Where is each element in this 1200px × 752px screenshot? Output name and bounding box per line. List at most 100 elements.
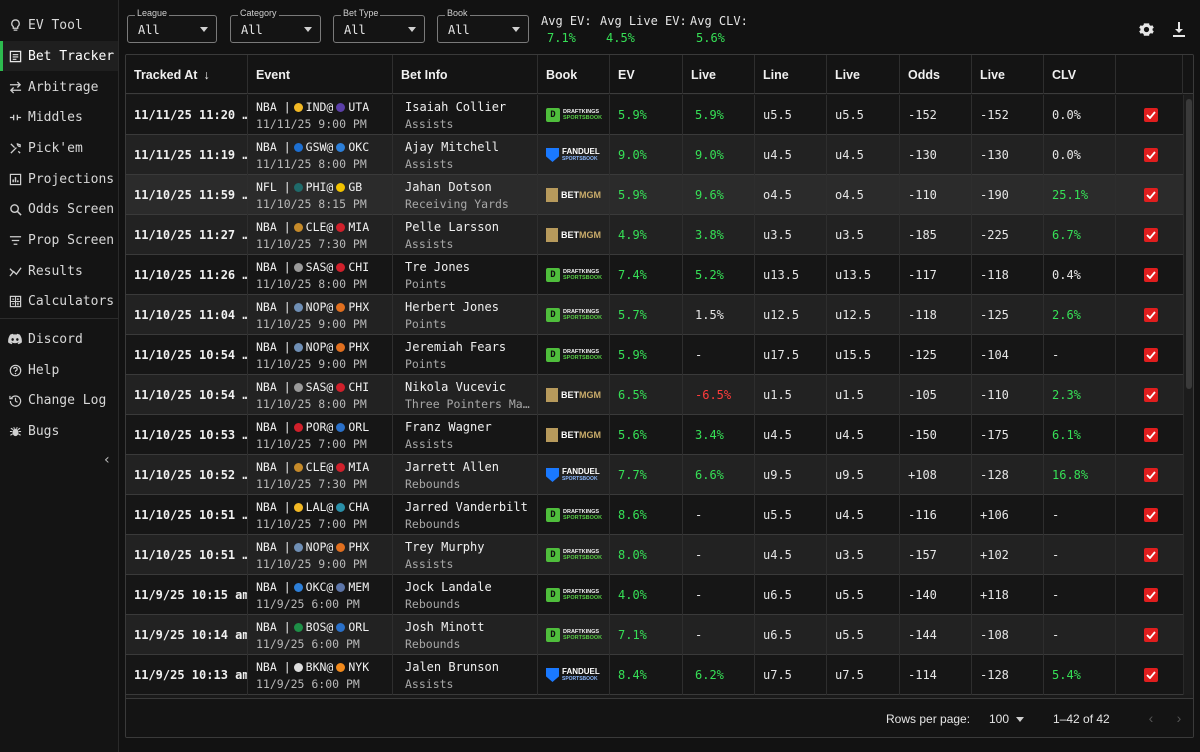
- event-cell[interactable]: NBA | SAS @ CHI 11/10/25 8:00 PM: [248, 255, 393, 295]
- table-row[interactable]: 11/10/25 11:27 … NBA | CLE @ MIA 11/10/25 7:3…: [126, 215, 1193, 255]
- sidebar-item-results[interactable]: Results: [0, 256, 118, 286]
- rows-per-page-select[interactable]: 100: [989, 712, 1010, 726]
- download-icon[interactable]: [1171, 21, 1187, 37]
- category-select[interactable]: Category All: [230, 8, 321, 43]
- checkbox-checked-icon[interactable]: [1144, 388, 1158, 402]
- event-cell[interactable]: NBA | CLE @ MIA 11/10/25 7:30 PM: [248, 215, 393, 255]
- live-odds-cell: -225: [972, 215, 1044, 255]
- event-cell[interactable]: NBA | NOP @ PHX 11/10/25 9:00 PM: [248, 335, 393, 375]
- checkbox-checked-icon[interactable]: [1144, 668, 1158, 682]
- event-matchup: NBA | LAL @ CHA: [256, 500, 369, 514]
- book-wordmark-line2: SPORTSBOOK: [563, 275, 603, 281]
- event-cell[interactable]: NFL | PHI @ GB 11/10/25 8:15 PM: [248, 175, 393, 215]
- sidebar-item-change-log[interactable]: Change Log: [0, 385, 118, 415]
- sidebar-item-help[interactable]: Help: [0, 355, 118, 385]
- sidebar-item-odds-screen[interactable]: Odds Screen: [0, 194, 118, 224]
- separator: |: [276, 140, 291, 154]
- separator: |: [276, 300, 291, 314]
- checkbox-checked-icon[interactable]: [1144, 548, 1158, 562]
- prev-page-button[interactable]: ‹: [1148, 710, 1154, 726]
- chevron-left-icon[interactable]: ‹: [102, 452, 112, 468]
- sort-arrow-down-icon[interactable]: ↓: [203, 67, 210, 82]
- column-header-line[interactable]: Line: [755, 55, 827, 94]
- checkbox-checked-icon[interactable]: [1144, 348, 1158, 362]
- event-cell[interactable]: NBA | BOS @ ORL 11/9/25 6:00 PM: [248, 615, 393, 655]
- table-row[interactable]: 11/11/25 11:20 … NBA | IND @ UTA 11/11/25 9:0…: [126, 95, 1193, 135]
- league-select[interactable]: League All: [127, 8, 217, 43]
- sidebar-item-arbitrage[interactable]: Arbitrage: [0, 72, 118, 102]
- table-row[interactable]: 11/10/25 10:51 … NBA | LAL @ CHA 11/10/25 7:0…: [126, 495, 1193, 535]
- column-header-clv[interactable]: CLV: [1044, 55, 1116, 94]
- column-header-live-line[interactable]: Live: [827, 55, 900, 94]
- column-header-ev[interactable]: EV: [610, 55, 683, 94]
- market-name: Assists: [405, 677, 454, 691]
- table-row[interactable]: 11/9/25 10:13 am NBA | BKN @ NYK 11/9/25 6:00…: [126, 655, 1193, 695]
- checkbox-checked-icon[interactable]: [1144, 308, 1158, 322]
- table-row[interactable]: 11/10/25 10:54 … NBA | SAS @ CHI 11/10/25 8:0…: [126, 375, 1193, 415]
- checkbox-checked-icon[interactable]: [1144, 508, 1158, 522]
- event-cell[interactable]: NBA | NOP @ PHX 11/10/25 9:00 PM: [248, 295, 393, 335]
- away-team: SAS: [305, 380, 327, 394]
- checkbox-checked-icon[interactable]: [1144, 468, 1158, 482]
- sidebar-item-discord[interactable]: Discord: [0, 324, 118, 354]
- table-row[interactable]: 11/10/25 10:53 … NBA | POR @ ORL 11/10/25 7:0…: [126, 415, 1193, 455]
- tracked-at-cell: 11/10/25 10:51 …: [126, 535, 248, 575]
- event-cell[interactable]: NBA | SAS @ CHI 11/10/25 8:00 PM: [248, 375, 393, 415]
- odds-cell: -116: [900, 495, 972, 535]
- sidebar-item-ev-tool[interactable]: EV Tool: [0, 10, 118, 40]
- event-cell[interactable]: NBA | GSW @ OKC 11/11/25 8:00 PM: [248, 135, 393, 175]
- table-row[interactable]: 11/10/25 10:54 … NBA | NOP @ PHX 11/10/25 9:0…: [126, 335, 1193, 375]
- table-row[interactable]: 11/10/25 10:51 … NBA | NOP @ PHX 11/10/25 9:0…: [126, 535, 1193, 575]
- event-cell[interactable]: NBA | CLE @ MIA 11/10/25 7:30 PM: [248, 455, 393, 495]
- table-row[interactable]: 11/10/25 10:52 … NBA | CLE @ MIA 11/10/25 7:3…: [126, 455, 1193, 495]
- checkbox-checked-icon[interactable]: [1144, 188, 1158, 202]
- sidebar-item-bugs[interactable]: Bugs: [0, 416, 118, 446]
- event-cell[interactable]: NBA | NOP @ PHX 11/10/25 9:00 PM: [248, 535, 393, 575]
- column-header-book[interactable]: Book: [538, 55, 610, 94]
- checkbox-checked-icon[interactable]: [1144, 428, 1158, 442]
- checkbox-checked-icon[interactable]: [1144, 228, 1158, 242]
- game-time: 11/11/25 8:00 PM: [256, 157, 367, 171]
- bet-type-select[interactable]: Bet Type All: [333, 8, 425, 43]
- event-cell[interactable]: NBA | OKC @ MEM 11/9/25 6:00 PM: [248, 575, 393, 615]
- sidebar-item-calculators[interactable]: Calculators: [0, 286, 118, 316]
- book-select[interactable]: Book All: [437, 8, 529, 43]
- sidebar-item-prop-screen[interactable]: Prop Screen: [0, 225, 118, 255]
- event-cell[interactable]: NBA | IND @ UTA 11/11/25 9:00 PM: [248, 95, 393, 135]
- event-cell[interactable]: NBA | LAL @ CHA 11/10/25 7:00 PM: [248, 495, 393, 535]
- sidebar-item-bet-tracker[interactable]: Bet Tracker: [0, 41, 118, 71]
- column-header-live-odds[interactable]: Live: [972, 55, 1044, 94]
- away-team: NOP: [305, 540, 327, 554]
- checkbox-checked-icon[interactable]: [1144, 268, 1158, 282]
- table-row[interactable]: 11/9/25 10:14 am NBA | BOS @ ORL 11/9/25 6:00…: [126, 615, 1193, 655]
- gear-icon[interactable]: [1138, 21, 1154, 37]
- event-cell[interactable]: NBA | BKN @ NYK 11/9/25 6:00 PM: [248, 655, 393, 695]
- scroll-thumb[interactable]: [1186, 99, 1192, 389]
- table-row[interactable]: 11/10/25 11:59 … NFL | PHI @ GB 11/10/25 8:15…: [126, 175, 1193, 215]
- chevron-down-icon[interactable]: [1016, 717, 1024, 722]
- column-header-tracked-at[interactable]: Tracked At ↓: [126, 55, 248, 94]
- table-row[interactable]: 11/10/25 11:26 … NBA | SAS @ CHI 11/10/25 8:0…: [126, 255, 1193, 295]
- table-scrollbar[interactable]: [1183, 95, 1193, 695]
- table-row[interactable]: 11/9/25 10:15 am NBA | OKC @ MEM 11/9/25 6:00…: [126, 575, 1193, 615]
- home-team: ORL: [348, 420, 370, 434]
- sidebar-item-pickem[interactable]: Pick'em: [0, 133, 118, 163]
- checkbox-checked-icon[interactable]: [1144, 588, 1158, 602]
- checkbox-checked-icon[interactable]: [1144, 148, 1158, 162]
- game-time: 11/9/25 6:00 PM: [256, 597, 360, 611]
- event-cell[interactable]: NBA | POR @ ORL 11/10/25 7:00 PM: [248, 415, 393, 455]
- table-row[interactable]: 11/11/25 11:19 … NBA | GSW @ OKC 11/11/25 8:0…: [126, 135, 1193, 175]
- chevron-down-icon: [304, 27, 312, 32]
- next-page-button[interactable]: ›: [1176, 710, 1182, 726]
- checkbox-checked-icon[interactable]: [1144, 628, 1158, 642]
- checkbox-checked-icon[interactable]: [1144, 108, 1158, 122]
- column-header-live-ev[interactable]: Live: [683, 55, 755, 94]
- table-row[interactable]: 11/10/25 11:04 … NBA | NOP @ PHX 11/10/25 9:0…: [126, 295, 1193, 335]
- sidebar-item-middles[interactable]: Middles: [0, 102, 118, 132]
- betmgm-mark-icon: [546, 428, 558, 442]
- column-header-action[interactable]: [1116, 55, 1183, 94]
- column-header-event[interactable]: Event: [248, 55, 393, 94]
- column-header-odds[interactable]: Odds: [900, 55, 972, 94]
- sidebar-item-projections[interactable]: Projections: [0, 164, 118, 194]
- column-header-bet-info[interactable]: Bet Info: [393, 55, 538, 94]
